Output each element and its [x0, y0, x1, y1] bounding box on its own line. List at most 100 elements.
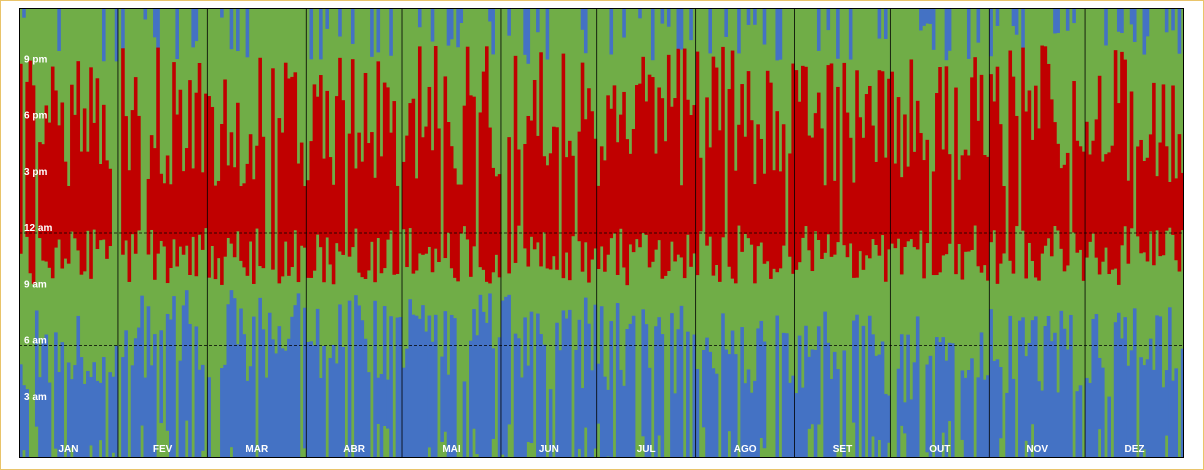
peak-cell	[389, 132, 393, 231]
off-peak-cell	[114, 8, 119, 62]
month-label: JAN	[58, 444, 78, 455]
off-peak-cell	[322, 345, 326, 458]
off-peak-cell	[826, 8, 831, 31]
peak-cell	[756, 124, 760, 247]
off-peak-cell	[207, 377, 211, 458]
month-label: SET	[833, 444, 852, 455]
off-peak-cell	[258, 297, 262, 458]
y-tick-label: 3 am	[24, 392, 47, 403]
peak-cell	[79, 151, 84, 275]
peak-cell	[216, 180, 221, 259]
off-peak-cell	[1043, 326, 1048, 458]
off-peak-cell	[478, 294, 483, 458]
off-peak-cell	[966, 370, 971, 458]
off-peak-cell	[567, 309, 572, 458]
off-peak-cell	[995, 359, 1000, 458]
off-peak-cell	[577, 319, 582, 449]
peak-cell	[1113, 50, 1118, 269]
off-peak-cell	[944, 360, 949, 458]
off-peak-cell	[686, 331, 690, 458]
off-peak-cell	[1168, 307, 1172, 458]
off-peak-cell	[1097, 357, 1102, 430]
peak-cell	[887, 78, 891, 250]
peak-cell	[606, 95, 610, 255]
peak-cell	[453, 168, 457, 278]
off-peak-cell	[516, 338, 521, 458]
peak-cell	[133, 77, 138, 254]
off-peak-cell	[70, 379, 74, 448]
peak-cell	[654, 153, 658, 250]
off-peak-cell	[1053, 332, 1057, 458]
off-peak-cell	[670, 313, 674, 458]
off-peak-cell	[887, 395, 891, 443]
peak-cell	[382, 82, 387, 269]
off-peak-cell	[417, 8, 422, 28]
off-peak-cell	[832, 351, 837, 458]
peak-cell	[890, 71, 894, 244]
month-label: MAI	[442, 444, 461, 455]
off-peak-cell	[1155, 315, 1159, 458]
peak-cell	[277, 118, 282, 284]
off-peak-cell	[746, 369, 751, 458]
peak-cell	[162, 183, 167, 247]
peak-cell	[590, 111, 594, 260]
off-peak-cell	[529, 311, 534, 444]
peak-cell	[424, 126, 428, 254]
peak-cell	[328, 157, 333, 265]
off-peak-cell	[650, 8, 655, 61]
peak-cell	[280, 132, 285, 277]
peak-cell	[861, 137, 866, 270]
off-peak-cell	[877, 8, 882, 39]
off-peak-cell	[338, 304, 342, 458]
peak-cell	[954, 87, 958, 275]
off-peak-cell	[239, 308, 243, 458]
peak-cell	[791, 63, 795, 274]
peak-cell	[1148, 134, 1153, 232]
off-peak-cell	[312, 345, 317, 458]
off-peak-cell	[220, 8, 224, 18]
off-peak-cell	[925, 8, 930, 24]
off-peak-cell	[883, 8, 888, 39]
peak-cell	[673, 98, 677, 262]
off-peak-cell	[1030, 320, 1035, 425]
month-label: OUT	[929, 444, 950, 455]
peak-cell	[635, 85, 639, 240]
peak-cell	[1142, 161, 1147, 253]
off-peak-cell	[931, 8, 936, 50]
peak-cell	[1088, 154, 1092, 242]
off-peak-cell	[443, 311, 448, 432]
off-peak-cell	[459, 8, 464, 23]
peak-cell	[523, 144, 527, 249]
off-peak-cell	[855, 314, 859, 458]
off-peak-cell	[491, 348, 495, 439]
off-peak-cell	[357, 305, 361, 458]
peak-cell	[1177, 134, 1182, 272]
off-peak-cell	[593, 304, 598, 449]
off-peak-cell	[153, 334, 157, 458]
off-peak-cell	[903, 402, 907, 434]
off-peak-cell	[232, 298, 237, 458]
y-tick-label: 12 am	[24, 223, 52, 234]
peak-cell	[788, 153, 792, 257]
peak-cell	[823, 185, 827, 253]
off-peak-cell	[76, 315, 81, 458]
off-peak-cell	[836, 8, 840, 59]
off-peak-cell	[826, 342, 831, 458]
peak-cell	[1136, 146, 1140, 237]
peak-cell	[638, 83, 642, 248]
off-peak-cell	[1094, 314, 1099, 458]
peak-cell	[1014, 115, 1019, 227]
off-peak-cell	[1171, 8, 1175, 31]
month-label: MAR	[245, 444, 269, 455]
peak-cell	[733, 170, 738, 284]
peak-cell	[494, 176, 499, 255]
off-peak-cell	[848, 8, 853, 60]
y-tick-label: 9 pm	[24, 54, 47, 65]
off-peak-cell	[1021, 317, 1025, 458]
peak-cell	[718, 130, 722, 282]
peak-cell	[338, 57, 342, 252]
off-peak-cell	[79, 357, 84, 458]
off-peak-cell	[497, 337, 502, 458]
peak-cell	[283, 62, 288, 242]
month-label: AGO	[734, 444, 757, 455]
